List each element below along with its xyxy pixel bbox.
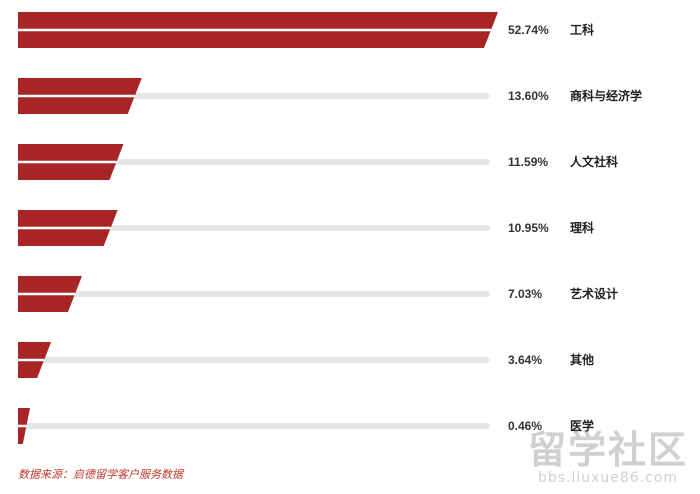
bar-row: 10.95% 理科 (18, 210, 594, 246)
bar-track (18, 225, 490, 231)
bar-row: 11.59% 人文社科 (18, 144, 618, 180)
data-source-note: 数据来源：启德留学客户服务数据 (18, 468, 183, 481)
bar-track (18, 93, 490, 99)
bar-row: 3.64% 其他 (18, 342, 594, 378)
value-label: 3.64% (508, 353, 542, 367)
bar-row: 0.46% 医学 (18, 408, 594, 444)
watermark-title: 留学社区 (528, 428, 689, 472)
category-label: 商科与经济学 (570, 88, 642, 103)
bar-track (18, 423, 490, 429)
value-label: 52.74% (508, 23, 549, 37)
category-label: 医学 (570, 418, 594, 433)
value-label: 11.59% (508, 155, 548, 169)
bar-row: 13.60% 商科与经济学 (18, 78, 642, 114)
watermark-url: bbs.liuxue86.com (537, 470, 679, 486)
bar-row: 52.74% 工科 (18, 12, 594, 48)
category-label: 理科 (570, 220, 594, 235)
category-label: 其他 (570, 352, 594, 367)
bar-track (18, 357, 490, 363)
bar-track (18, 291, 490, 297)
category-label: 工科 (570, 22, 594, 37)
bar-row: 7.03% 艺术设计 (18, 276, 618, 312)
value-label: 13.60% (508, 89, 549, 103)
category-label: 艺术设计 (570, 286, 618, 301)
bar-track (18, 159, 490, 165)
category-label: 人文社科 (570, 154, 618, 169)
watermark-logo: 留学社区 bbs.liuxue86.com (528, 430, 688, 486)
value-label: 7.03% (508, 287, 542, 301)
value-label: 10.95% (508, 221, 549, 235)
value-label: 0.46% (508, 419, 542, 433)
